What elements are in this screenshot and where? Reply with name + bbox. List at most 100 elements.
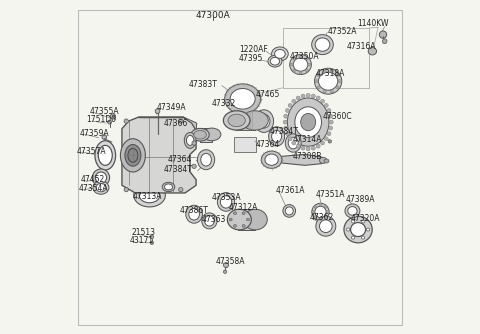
- Ellipse shape: [204, 216, 214, 226]
- Ellipse shape: [269, 127, 285, 146]
- Ellipse shape: [272, 130, 282, 142]
- Ellipse shape: [306, 94, 310, 98]
- Ellipse shape: [336, 86, 339, 89]
- Text: 21513: 21513: [132, 228, 156, 237]
- Polygon shape: [234, 137, 256, 152]
- Ellipse shape: [315, 38, 330, 51]
- Ellipse shape: [299, 71, 302, 74]
- Ellipse shape: [228, 209, 252, 230]
- Text: 47366: 47366: [164, 119, 189, 128]
- Text: 1140KW: 1140KW: [358, 19, 389, 28]
- Ellipse shape: [296, 144, 300, 148]
- Ellipse shape: [124, 119, 129, 123]
- Text: 47357A: 47357A: [76, 147, 106, 156]
- Ellipse shape: [254, 110, 274, 132]
- Ellipse shape: [327, 109, 331, 113]
- Ellipse shape: [223, 111, 250, 130]
- Ellipse shape: [150, 241, 154, 244]
- Ellipse shape: [328, 140, 332, 143]
- Ellipse shape: [189, 208, 199, 220]
- Ellipse shape: [317, 86, 320, 89]
- Ellipse shape: [292, 141, 296, 145]
- Ellipse shape: [336, 73, 339, 76]
- Ellipse shape: [92, 169, 109, 186]
- Ellipse shape: [268, 55, 282, 67]
- Ellipse shape: [348, 207, 357, 215]
- Polygon shape: [122, 117, 196, 193]
- Ellipse shape: [321, 141, 324, 145]
- Polygon shape: [238, 209, 255, 230]
- Ellipse shape: [316, 216, 336, 236]
- Ellipse shape: [201, 153, 211, 166]
- Ellipse shape: [305, 57, 308, 60]
- Text: 47358A: 47358A: [216, 257, 246, 266]
- Text: 47351A: 47351A: [316, 190, 345, 199]
- Ellipse shape: [351, 236, 355, 239]
- Ellipse shape: [305, 69, 308, 72]
- Polygon shape: [139, 117, 197, 130]
- Ellipse shape: [293, 69, 296, 72]
- Ellipse shape: [299, 55, 302, 57]
- Ellipse shape: [223, 270, 227, 274]
- Ellipse shape: [344, 216, 372, 243]
- Ellipse shape: [162, 182, 175, 192]
- Ellipse shape: [186, 135, 194, 145]
- Text: 47349A: 47349A: [156, 103, 186, 112]
- Ellipse shape: [228, 114, 245, 127]
- Ellipse shape: [316, 144, 320, 148]
- Ellipse shape: [284, 114, 288, 118]
- Text: 47363: 47363: [202, 215, 226, 224]
- Ellipse shape: [290, 63, 293, 66]
- Ellipse shape: [288, 137, 292, 141]
- Ellipse shape: [316, 96, 320, 100]
- Ellipse shape: [229, 218, 232, 221]
- Ellipse shape: [242, 224, 245, 227]
- Ellipse shape: [293, 58, 308, 71]
- Ellipse shape: [317, 73, 320, 76]
- Text: 47313A: 47313A: [133, 192, 162, 201]
- Ellipse shape: [292, 99, 296, 103]
- Ellipse shape: [191, 128, 209, 141]
- Ellipse shape: [98, 145, 112, 165]
- Ellipse shape: [184, 132, 196, 148]
- Ellipse shape: [319, 72, 338, 90]
- Ellipse shape: [314, 205, 317, 208]
- Text: 47353A: 47353A: [212, 193, 241, 202]
- Ellipse shape: [383, 39, 387, 44]
- Ellipse shape: [217, 193, 235, 211]
- Ellipse shape: [285, 207, 293, 215]
- Ellipse shape: [345, 204, 360, 218]
- Ellipse shape: [288, 98, 329, 146]
- Ellipse shape: [220, 196, 232, 208]
- Text: 47350A: 47350A: [289, 52, 319, 61]
- Ellipse shape: [243, 209, 267, 230]
- Ellipse shape: [338, 80, 341, 83]
- Ellipse shape: [319, 218, 322, 220]
- Ellipse shape: [192, 164, 196, 168]
- Text: 47452: 47452: [81, 175, 105, 184]
- Ellipse shape: [233, 224, 237, 227]
- Text: 47362: 47362: [309, 213, 334, 222]
- Text: 47332: 47332: [212, 99, 236, 108]
- Ellipse shape: [324, 205, 327, 208]
- Ellipse shape: [314, 216, 317, 218]
- Ellipse shape: [323, 69, 326, 72]
- Ellipse shape: [324, 216, 327, 218]
- Ellipse shape: [202, 213, 217, 229]
- Ellipse shape: [95, 141, 116, 170]
- Ellipse shape: [308, 63, 311, 66]
- Text: 47355A: 47355A: [90, 107, 120, 116]
- Ellipse shape: [366, 228, 370, 231]
- Ellipse shape: [321, 99, 324, 103]
- Ellipse shape: [242, 212, 245, 214]
- Ellipse shape: [330, 90, 334, 93]
- Ellipse shape: [320, 220, 332, 232]
- Ellipse shape: [194, 130, 206, 139]
- Ellipse shape: [312, 94, 315, 98]
- Ellipse shape: [290, 54, 312, 74]
- Ellipse shape: [258, 114, 270, 128]
- Ellipse shape: [125, 145, 141, 166]
- Ellipse shape: [285, 134, 301, 152]
- Ellipse shape: [330, 69, 334, 72]
- Ellipse shape: [128, 148, 138, 162]
